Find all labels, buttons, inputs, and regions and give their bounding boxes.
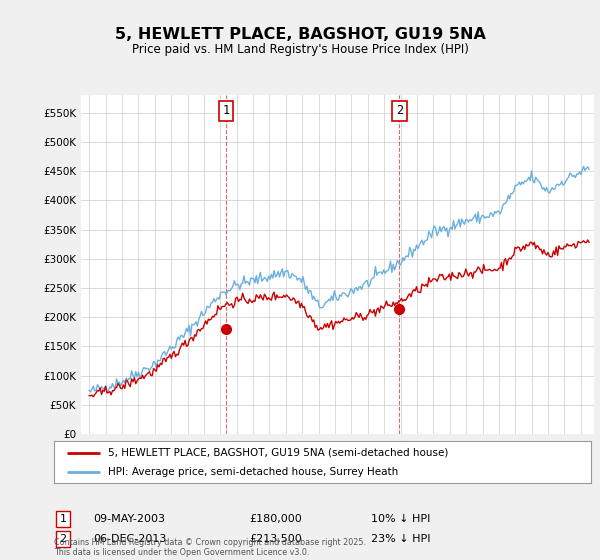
Text: 09-MAY-2003: 09-MAY-2003	[93, 514, 165, 524]
Text: 23% ↓ HPI: 23% ↓ HPI	[371, 534, 430, 544]
Text: 2: 2	[59, 534, 67, 544]
Text: 5, HEWLETT PLACE, BAGSHOT, GU19 5NA (semi-detached house): 5, HEWLETT PLACE, BAGSHOT, GU19 5NA (sem…	[108, 448, 448, 458]
Text: 06-DEC-2013: 06-DEC-2013	[93, 534, 166, 544]
Text: Contains HM Land Registry data © Crown copyright and database right 2025.
This d: Contains HM Land Registry data © Crown c…	[54, 538, 366, 557]
Text: HPI: Average price, semi-detached house, Surrey Heath: HPI: Average price, semi-detached house,…	[108, 467, 398, 477]
Text: 10% ↓ HPI: 10% ↓ HPI	[371, 514, 430, 524]
Text: 1: 1	[59, 514, 67, 524]
Text: 2: 2	[396, 105, 403, 118]
Text: Price paid vs. HM Land Registry's House Price Index (HPI): Price paid vs. HM Land Registry's House …	[131, 43, 469, 56]
Text: 1: 1	[223, 105, 230, 118]
Text: 5, HEWLETT PLACE, BAGSHOT, GU19 5NA: 5, HEWLETT PLACE, BAGSHOT, GU19 5NA	[115, 27, 485, 42]
Text: £213,500: £213,500	[249, 534, 302, 544]
Text: £180,000: £180,000	[249, 514, 302, 524]
